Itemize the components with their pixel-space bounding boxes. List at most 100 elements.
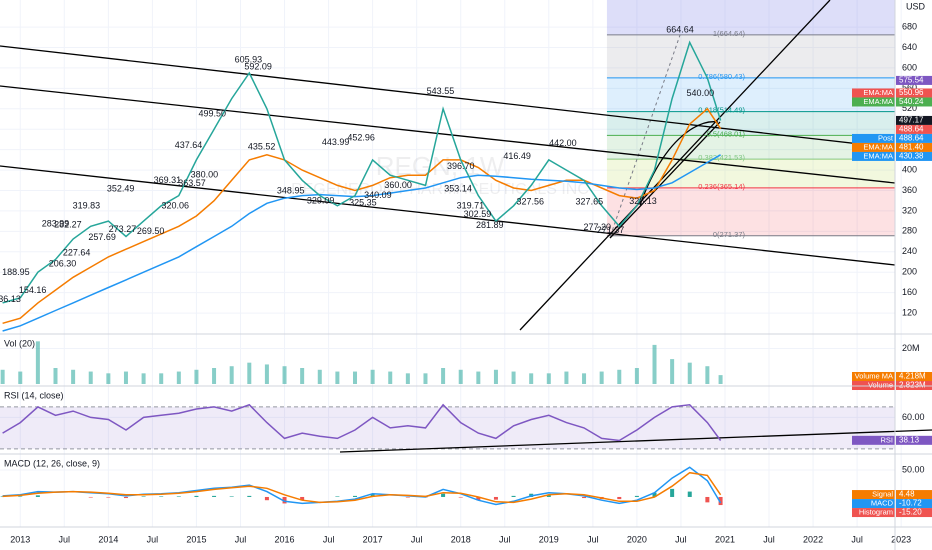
- price-annotation: 363.57: [178, 178, 206, 188]
- histogram-bar: [35, 495, 40, 497]
- fib-label: 0(271.37): [713, 230, 746, 239]
- price-badge: [896, 133, 932, 143]
- price-badge: [896, 499, 932, 509]
- volume-bar: [458, 369, 463, 384]
- price-annotation: 277.20: [583, 222, 611, 232]
- volume-bar: [493, 369, 498, 384]
- y-tick-label: 400: [902, 164, 917, 174]
- volume-bar: [194, 369, 199, 384]
- price-annotation: 329.09: [307, 196, 335, 206]
- volume-bar: [106, 373, 111, 384]
- price-annotation: 443.99: [322, 137, 350, 147]
- volume-bar: [141, 373, 146, 384]
- price-annotation: 281.89: [476, 220, 504, 230]
- volume-bar: [582, 373, 587, 384]
- price-annotation: 154.16: [19, 285, 47, 295]
- trend-line: [609, 121, 721, 239]
- pane-title: Vol (20): [4, 338, 35, 348]
- watermark: REGENERON PHARMACEUTICALS INC: [291, 181, 589, 198]
- y-tick-label: 240: [902, 246, 917, 256]
- volume-bar: [35, 341, 40, 384]
- price-annotation: 499.50: [199, 109, 227, 119]
- volume-bar: [264, 364, 269, 384]
- volume-bar: [634, 368, 639, 384]
- badge-value: 497.17: [899, 116, 924, 125]
- price-annotation: 302.59: [464, 209, 492, 219]
- histogram-bar: [229, 496, 234, 497]
- y-tick-label: 50.00: [902, 464, 925, 474]
- histogram-bar: [212, 495, 217, 497]
- x-tick-label: 2019: [539, 534, 559, 544]
- histogram-bar: [458, 496, 463, 498]
- price-badge: [896, 142, 932, 152]
- y-tick-label: 600: [902, 62, 917, 72]
- x-tick-label: 2016: [275, 534, 295, 544]
- price-annotation: 540.00: [687, 88, 715, 98]
- price-badge: [896, 508, 932, 518]
- x-tick-label: 2018: [451, 534, 471, 544]
- price-annotation: 340.09: [364, 190, 392, 200]
- x-tick-label: Jul: [763, 534, 775, 544]
- price-badge: [896, 124, 932, 134]
- volume-bar: [405, 373, 410, 384]
- volume-bar: [718, 375, 723, 384]
- rsi-trend-line: [339, 429, 932, 453]
- badge-value: 488.64: [899, 134, 924, 143]
- histogram-bar: [335, 496, 340, 497]
- volume-bar: [687, 362, 692, 384]
- badge-name-box: [852, 499, 895, 509]
- price-annotation: 320.06: [162, 200, 190, 210]
- x-tick-label: Jul: [235, 534, 247, 544]
- fib-band: [606, 111, 895, 136]
- x-tick-label: 2017: [363, 534, 383, 544]
- badge-value: 488.64: [899, 125, 924, 134]
- histogram-bar: [282, 496, 287, 504]
- histogram-bar: [18, 496, 23, 497]
- price-annotation: 283.99: [42, 219, 70, 229]
- price-annotation: 319.83: [73, 200, 101, 210]
- fib-band: [606, 135, 895, 160]
- price-badge: [896, 435, 932, 445]
- volume-bar: [317, 369, 322, 384]
- x-tick-label: 2022: [803, 534, 823, 544]
- histogram-bar: [617, 496, 622, 500]
- price-annotation: 437.64: [175, 140, 203, 150]
- x-tick-label: Jul: [147, 534, 159, 544]
- histogram-bar: [582, 496, 587, 499]
- histogram-bar: [123, 496, 128, 499]
- histogram-bar: [476, 496, 481, 501]
- badge-name-box: [852, 88, 895, 98]
- price-badge: [896, 88, 932, 98]
- histogram-bar: [687, 491, 692, 497]
- volume-bar: [353, 371, 358, 384]
- volume-bar: [123, 371, 128, 384]
- price-annotation: 227.64: [63, 247, 91, 257]
- histogram-bar: [670, 488, 675, 497]
- price-annotation: 319.71: [457, 200, 485, 210]
- badge-name: RSI: [880, 435, 893, 444]
- fib-label: 0.618(514.49): [698, 106, 745, 115]
- x-tick-label: Jul: [323, 534, 335, 544]
- x-tick-label: 2021: [715, 534, 735, 544]
- histogram-bar: [546, 494, 551, 497]
- badge-name: Signal: [872, 490, 893, 499]
- y-tick-label: 320: [902, 205, 917, 215]
- badge-name-box: [852, 490, 895, 500]
- badge-value: -15.20: [899, 508, 922, 517]
- series-line: [2, 403, 722, 442]
- pane-title: MACD (12, 26, close, 9): [4, 458, 100, 468]
- x-tick-label: Jul: [59, 534, 71, 544]
- price-annotation: 257.69: [88, 232, 116, 242]
- price-badge: [896, 490, 932, 500]
- fib-label: 0.236(365.14): [698, 182, 745, 191]
- histogram-bar: [652, 492, 657, 497]
- volume-bar: [441, 368, 446, 384]
- histogram-bar: [405, 496, 410, 498]
- histogram-bar: [511, 495, 516, 497]
- volume-bar: [53, 368, 58, 384]
- curve-line: [639, 121, 719, 206]
- series-line: [2, 40, 722, 304]
